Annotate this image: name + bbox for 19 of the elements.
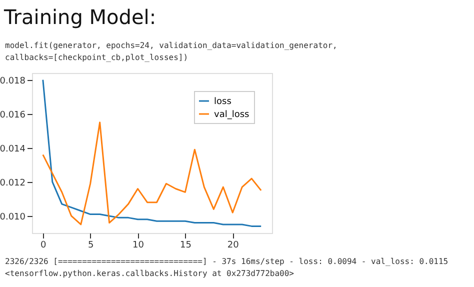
y-tick-label: 0.014 (0, 144, 26, 154)
y-tick-label: 0.010 (0, 212, 26, 222)
text: callbacks=[checkpoint_cb,plot_losses]) (5, 53, 188, 62)
y-tick-label: 0.018 (0, 76, 26, 86)
x-tick-label: 5 (88, 240, 94, 250)
x-tick-label: 10 (132, 240, 144, 250)
y-tick-label: 0.012 (0, 178, 26, 188)
x-tick-label: 15 (180, 240, 192, 250)
chart-title: Training Model: (3, 5, 156, 29)
line-series (42, 122, 262, 226)
legend-label: val_loss (214, 110, 250, 120)
text: <tensorflow.python.keras.callbacks.History at 0x273d772ba00> (5, 269, 294, 278)
line-series (42, 79, 262, 227)
x-tick-label: 0 (40, 240, 47, 250)
y-tick-label: 0.016 (0, 110, 26, 120)
x-tick-label: 20 (227, 240, 240, 250)
text: 2326/2326 [==============================] - 37s 16ms/step - loss: 0.0094 - val_loss: 0.0115 (5, 257, 448, 266)
text: model.fit(generator, epochs=24, validation_data=validation_generator, (5, 41, 338, 50)
legend-label: loss (214, 97, 232, 107)
